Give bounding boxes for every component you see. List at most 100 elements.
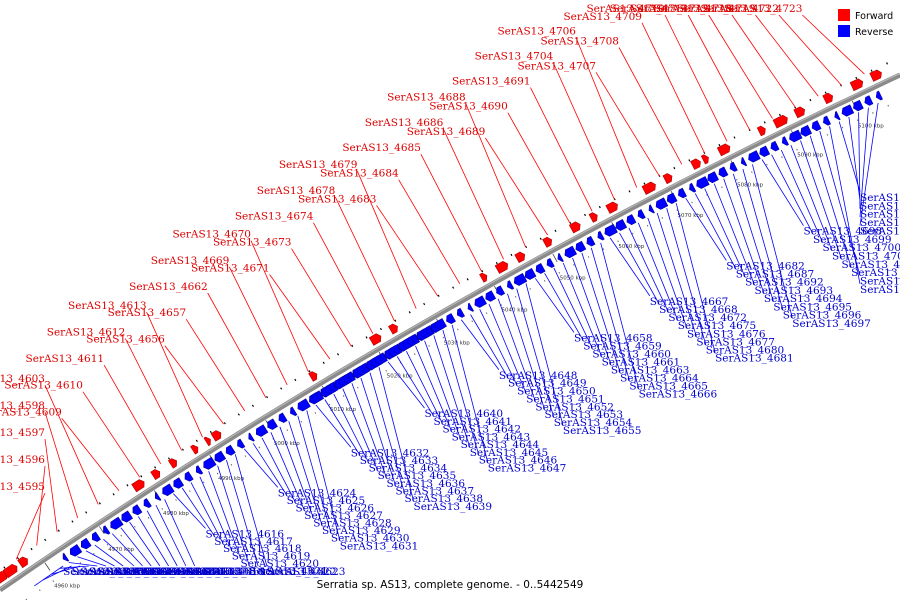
reverse-gene bbox=[781, 136, 789, 146]
reverse-gene-label: SerAS13_4604 bbox=[143, 566, 222, 578]
reverse-gene-label: SerAS13_4637 bbox=[396, 486, 475, 498]
minor-tick bbox=[3, 566, 6, 569]
reverse-gene-label: SerAS13_4693 bbox=[755, 285, 834, 297]
reverse-gene-label: SerAS13_4627 bbox=[304, 510, 383, 522]
reverse-gene-label: SerAS13_4698 bbox=[804, 226, 883, 238]
leader-line bbox=[507, 112, 571, 224]
reverse-gene bbox=[524, 268, 537, 280]
reverse-gene-label: SerAS13_4703 bbox=[851, 267, 900, 279]
reverse-gene bbox=[456, 307, 465, 318]
reverse-gene bbox=[446, 313, 456, 324]
leader-line bbox=[687, 14, 751, 131]
leader-line bbox=[581, 252, 621, 373]
forward-gene bbox=[869, 69, 882, 82]
backbone-highlight bbox=[0, 73, 900, 589]
leader-line bbox=[675, 203, 716, 353]
forward-gene-label: SerAS13_4690 bbox=[429, 101, 508, 113]
leader-line bbox=[525, 283, 564, 426]
tick-label: 5060 kbp bbox=[618, 244, 644, 250]
reverse-gene-label: SerAS13_4692 bbox=[745, 277, 824, 289]
leader-line bbox=[507, 293, 545, 410]
reverse-gene-label: SerAS13_4721 bbox=[860, 209, 900, 221]
tick-label: 4960 kbp bbox=[54, 583, 80, 589]
reverse-gene-label: SerAS13_4599 bbox=[106, 566, 185, 578]
reverse-gene bbox=[248, 432, 255, 442]
minor-tick bbox=[161, 507, 164, 510]
reverse-gene bbox=[474, 295, 487, 308]
leader-line bbox=[387, 361, 425, 409]
forward-gene bbox=[793, 106, 805, 119]
reverse-gene bbox=[496, 285, 506, 296]
tick-label: 5000 kbp bbox=[274, 441, 300, 447]
reverse-gene-label: SerAS13_4644 bbox=[461, 439, 540, 451]
minor-tick bbox=[266, 395, 269, 399]
forward-gene bbox=[388, 323, 398, 335]
minor-tick bbox=[308, 370, 311, 373]
forward-gene-label: SerAS13_4603 bbox=[0, 373, 45, 385]
minor-tick bbox=[437, 294, 440, 297]
minor-tick bbox=[466, 278, 469, 281]
minor-tick bbox=[584, 213, 587, 217]
leader-line bbox=[228, 266, 288, 386]
leader-line bbox=[185, 318, 246, 412]
reverse-gene-label: SerAS13_4619 bbox=[232, 551, 311, 563]
minor-tick bbox=[356, 386, 359, 389]
forward-gene bbox=[190, 444, 199, 455]
forward-gene-label: SerAS13_4709 bbox=[563, 11, 642, 23]
label-leader-lines bbox=[15, 14, 879, 587]
tick-label: 5090 kbp bbox=[797, 153, 823, 159]
forward-gene bbox=[822, 92, 834, 105]
reverse-gene bbox=[557, 252, 564, 262]
gene-features bbox=[0, 69, 883, 589]
reverse-gene-label: SerAS13_4677 bbox=[696, 336, 775, 348]
leader-line bbox=[217, 465, 250, 566]
reverse-gene bbox=[834, 111, 841, 121]
leader-line bbox=[207, 292, 267, 398]
reverse-gene bbox=[195, 465, 204, 475]
leader-line bbox=[313, 222, 374, 334]
minor-tick bbox=[485, 312, 488, 315]
reverse-gene-label: SerAS13_4642 bbox=[443, 424, 522, 436]
reverse-gene bbox=[707, 171, 719, 184]
minor-tick bbox=[365, 336, 368, 339]
leader-line bbox=[44, 385, 99, 505]
minor-tick bbox=[631, 232, 634, 235]
reverse-gene-label: SerAS13_4713 bbox=[860, 284, 900, 296]
reverse-gene bbox=[875, 90, 883, 101]
leader-line bbox=[82, 391, 141, 478]
tick-label: 5040 kbp bbox=[502, 308, 528, 314]
leader-line bbox=[120, 527, 152, 567]
reverse-gene-label: SerAS13_4590 bbox=[80, 566, 159, 578]
leader-line bbox=[334, 196, 395, 322]
minor-tick bbox=[841, 126, 844, 129]
leader-line bbox=[137, 516, 169, 567]
leader-line bbox=[36, 465, 46, 546]
minor-tick bbox=[230, 463, 233, 466]
reverse-gene bbox=[718, 166, 729, 178]
reverse-gene-label: SerAS13_4702 bbox=[842, 259, 900, 271]
minor-tick bbox=[718, 143, 721, 147]
minor-tick bbox=[766, 163, 768, 166]
reverse-gene-label: SerAS13_4615 bbox=[195, 566, 274, 578]
reverse-gene-label: SerAS13_4646 bbox=[479, 455, 558, 467]
reverse-gene-label: SerAS13_4645 bbox=[470, 447, 549, 459]
leader-line bbox=[103, 538, 135, 567]
forward-gene bbox=[849, 78, 864, 92]
forward-gene bbox=[210, 430, 222, 442]
minor-tick bbox=[57, 529, 60, 532]
leader-line bbox=[590, 247, 630, 381]
forward-gene-label: SerAS13_4707 bbox=[517, 60, 596, 72]
forward-gene bbox=[514, 251, 526, 264]
reverse-gene-label: SerAS13_4640 bbox=[425, 408, 504, 420]
reverse-gene-label: SerAS13_4632 bbox=[351, 447, 430, 459]
leader-line bbox=[470, 314, 509, 378]
minor-tick bbox=[314, 412, 317, 414]
reverse-gene bbox=[214, 450, 227, 463]
reverse-gene-label: SerAS13_4643 bbox=[452, 431, 531, 443]
leader-line bbox=[732, 173, 774, 302]
minor-tick bbox=[643, 182, 646, 185]
leader-line bbox=[324, 399, 361, 456]
minor-tick bbox=[251, 404, 254, 407]
leader-line bbox=[333, 393, 369, 463]
leader-line bbox=[755, 14, 819, 97]
